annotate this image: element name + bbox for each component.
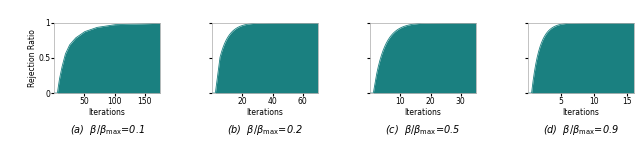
Text: (d)  $\beta/\beta_{\mathrm{max}}$=0.9: (d) $\beta/\beta_{\mathrm{max}}$=0.9 <box>543 123 619 137</box>
Text: (a)  $\beta/\beta_{\mathrm{max}}$=0.1: (a) $\beta/\beta_{\mathrm{max}}$=0.1 <box>70 123 145 137</box>
Text: (b)  $\beta/\beta_{\mathrm{max}}$=0.2: (b) $\beta/\beta_{\mathrm{max}}$=0.2 <box>227 123 303 137</box>
X-axis label: Iterations: Iterations <box>88 108 125 117</box>
Y-axis label: Rejection Ratio: Rejection Ratio <box>28 29 36 87</box>
X-axis label: Iterations: Iterations <box>404 108 442 117</box>
X-axis label: Iterations: Iterations <box>563 108 600 117</box>
Text: (c)  $\beta/\beta_{\mathrm{max}}$=0.5: (c) $\beta/\beta_{\mathrm{max}}$=0.5 <box>385 123 461 137</box>
X-axis label: Iterations: Iterations <box>246 108 284 117</box>
